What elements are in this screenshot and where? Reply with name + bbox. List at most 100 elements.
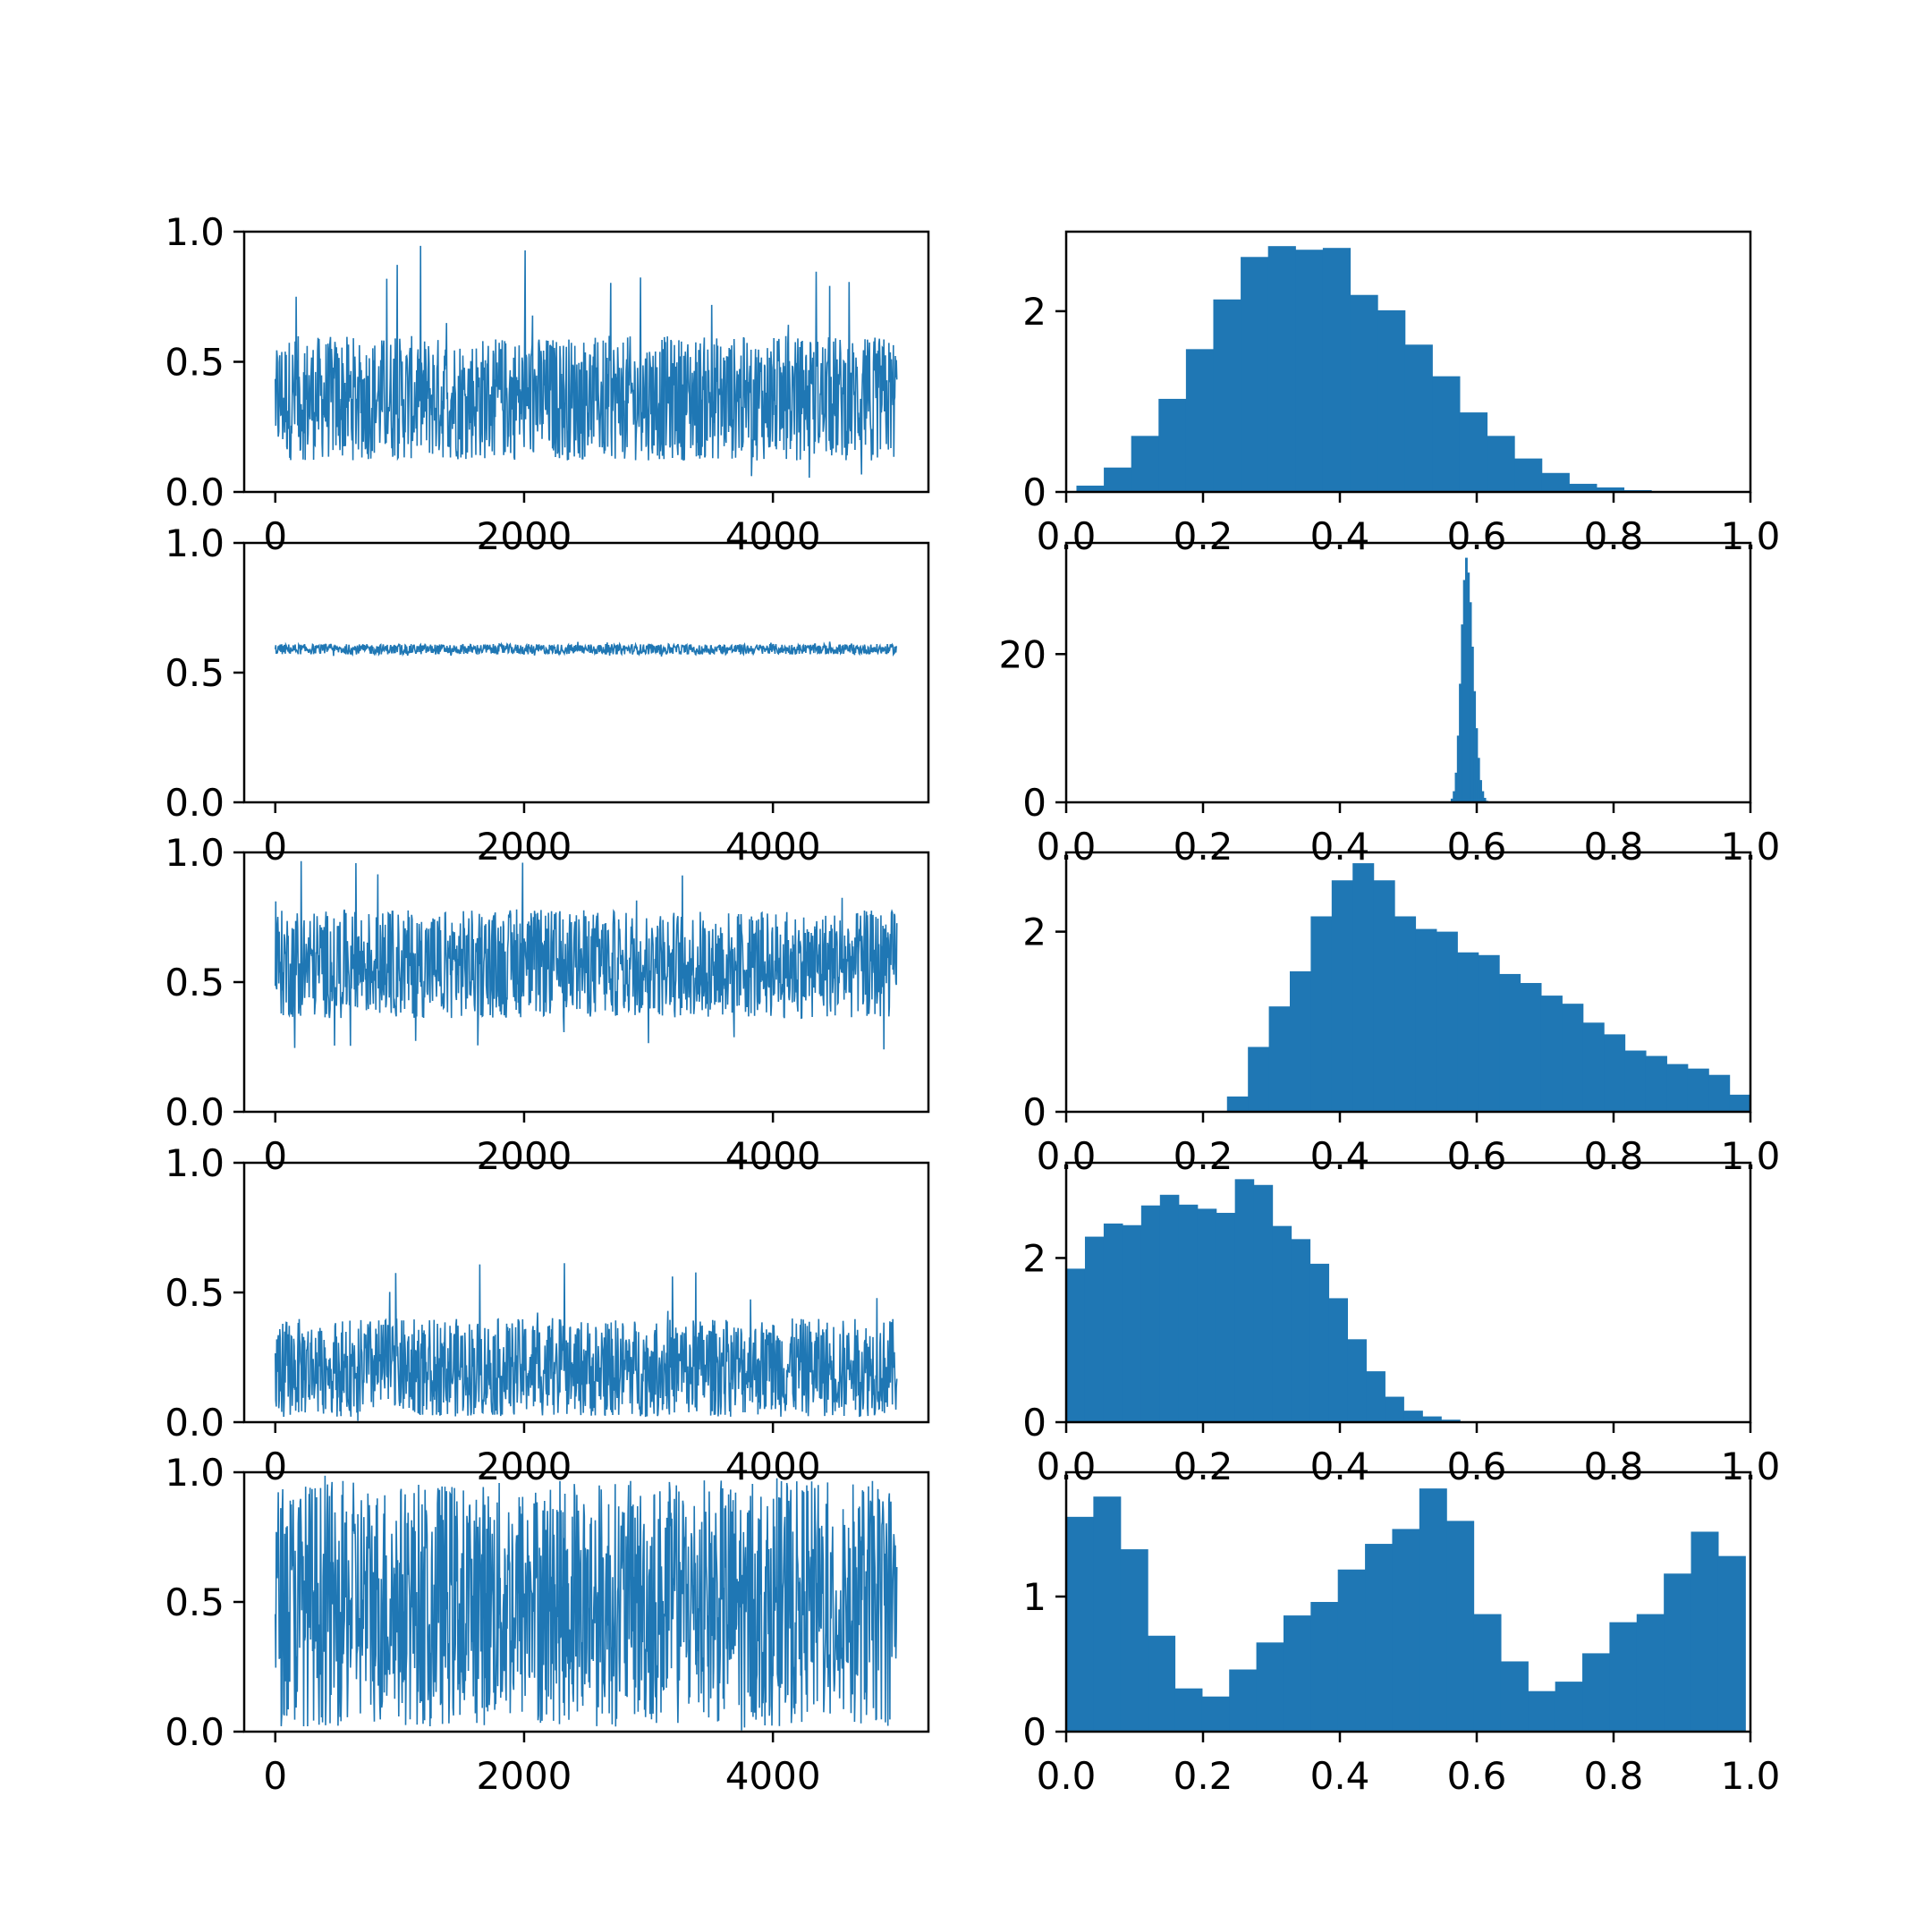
histogram-bar bbox=[1392, 1529, 1420, 1732]
histogram-bar bbox=[1234, 1179, 1255, 1422]
histogram-bar bbox=[1604, 1034, 1626, 1112]
axes-frame bbox=[1064, 541, 1752, 804]
y-tick-label: 1.0 bbox=[165, 1451, 225, 1495]
histogram-bar bbox=[1569, 483, 1597, 492]
histogram-bar bbox=[1377, 309, 1406, 492]
subplot-2-1: 020.0 0.2 0.4 0.6 0.8 1.0 bbox=[1022, 851, 1780, 1178]
trace-line bbox=[275, 1263, 898, 1421]
histogram-bar bbox=[1555, 1682, 1583, 1732]
histogram-bar bbox=[1122, 1224, 1142, 1422]
histogram-bar bbox=[1229, 1669, 1258, 1732]
histogram-bar bbox=[1582, 1653, 1611, 1732]
histogram-bar bbox=[1450, 798, 1453, 802]
axes-frame bbox=[1064, 851, 1752, 1114]
histogram-bar bbox=[1636, 1614, 1665, 1732]
histogram-bar bbox=[1477, 758, 1480, 802]
x-tick-label: 2000 bbox=[477, 825, 572, 869]
y-tick-label: 0.0 bbox=[165, 470, 225, 514]
y-tick-label: 0 bbox=[1022, 781, 1046, 825]
histogram-bar bbox=[1272, 1225, 1292, 1422]
x-tick-label: 0.8 bbox=[1584, 1445, 1644, 1488]
histogram-bar bbox=[1076, 485, 1105, 492]
y-tick-label: 0.5 bbox=[165, 341, 225, 385]
histogram-bar bbox=[1373, 880, 1395, 1112]
x-tick-label: 0 bbox=[263, 1134, 287, 1178]
y-tick-label: 1.0 bbox=[165, 521, 225, 565]
histogram-bar bbox=[1690, 1531, 1719, 1732]
subplot-3-1: 020.0 0.2 0.4 0.6 0.8 1.0 bbox=[1022, 1161, 1780, 1488]
x-tick-label: 2000 bbox=[477, 514, 572, 558]
histogram-bar bbox=[1454, 772, 1458, 802]
trace-line bbox=[275, 641, 898, 657]
histogram-bar bbox=[1385, 1396, 1404, 1422]
histogram-bar bbox=[1366, 1371, 1385, 1422]
histogram-bar bbox=[1415, 928, 1437, 1112]
histogram-bar bbox=[1328, 1298, 1349, 1422]
histogram-bar bbox=[1104, 467, 1132, 492]
x-tick-label: 2000 bbox=[477, 1445, 572, 1488]
histogram-bar bbox=[1084, 1236, 1105, 1422]
x-tick-label: 0 bbox=[263, 1445, 287, 1488]
x-tick-label: 0.6 bbox=[1447, 514, 1507, 558]
histogram-bar bbox=[1103, 1223, 1123, 1422]
x-tick-label: 0.4 bbox=[1310, 1754, 1370, 1798]
histogram-bar bbox=[1459, 412, 1488, 492]
histogram-bar bbox=[1481, 791, 1485, 802]
histogram-bar bbox=[1422, 1416, 1442, 1422]
histogram-bar bbox=[1295, 250, 1324, 492]
subplot-0-0: 0.0 0.5 1.0 0 2000 4000 bbox=[165, 210, 930, 558]
histogram-bar bbox=[1331, 880, 1353, 1112]
x-tick-label: 2000 bbox=[477, 1754, 572, 1798]
x-tick-label: 0 bbox=[263, 514, 287, 558]
x-tick-label: 0 bbox=[263, 825, 287, 869]
x-tick-label: 0.8 bbox=[1584, 1754, 1644, 1798]
x-tick-label: 0.8 bbox=[1584, 514, 1644, 558]
histogram-bar bbox=[1267, 246, 1296, 492]
histogram-bar bbox=[1158, 398, 1187, 492]
x-tick-label: 4000 bbox=[725, 1445, 821, 1488]
y-tick-label: 0 bbox=[1022, 1710, 1046, 1754]
y-tick-label: 0.5 bbox=[165, 1580, 225, 1624]
y-tick-label: 1 bbox=[1022, 1575, 1046, 1619]
trace-line bbox=[275, 1475, 898, 1731]
histogram-bar bbox=[1404, 344, 1433, 492]
y-tick-label: 20 bbox=[999, 632, 1046, 676]
y-tick-label: 0.0 bbox=[165, 1710, 225, 1754]
histogram-bar bbox=[1456, 735, 1460, 802]
histogram-bar bbox=[1365, 1544, 1394, 1732]
histogram-bar bbox=[1291, 1239, 1311, 1422]
histogram-bar bbox=[1197, 1208, 1217, 1422]
histogram-bar bbox=[1717, 1555, 1746, 1732]
histogram-bar bbox=[1419, 1488, 1447, 1733]
x-tick-label: 0.4 bbox=[1310, 514, 1370, 558]
histogram-bar bbox=[1310, 916, 1333, 1112]
trace-line bbox=[275, 245, 898, 479]
histogram-bar bbox=[1499, 973, 1521, 1112]
histogram-bar bbox=[1347, 1339, 1367, 1422]
y-tick-label: 0.0 bbox=[165, 1090, 225, 1134]
histogram-bar bbox=[1478, 954, 1500, 1112]
x-tick-label: 0.4 bbox=[1310, 825, 1370, 869]
histogram-bar bbox=[1446, 1521, 1475, 1733]
histogram-bar bbox=[1256, 1642, 1284, 1732]
histogram-bar bbox=[1403, 1411, 1423, 1422]
y-tick-label: 2 bbox=[1022, 911, 1046, 954]
y-tick-label: 0 bbox=[1022, 1090, 1046, 1134]
x-tick-label: 4000 bbox=[725, 514, 821, 558]
x-tick-label: 4000 bbox=[725, 825, 821, 869]
histogram-bar bbox=[1226, 1096, 1249, 1112]
x-tick-label: 2000 bbox=[477, 1134, 572, 1178]
histogram-bar bbox=[1290, 970, 1312, 1112]
axes-frame bbox=[1064, 230, 1752, 494]
histogram-bar bbox=[1528, 1690, 1556, 1732]
x-tick-label: 4000 bbox=[725, 1754, 821, 1798]
histogram-bar bbox=[1268, 1006, 1291, 1112]
histogram-bar bbox=[1514, 458, 1543, 492]
histogram-bar bbox=[1666, 1063, 1689, 1112]
histogram-bar bbox=[1337, 1569, 1366, 1732]
x-tick-label: 0.8 bbox=[1584, 825, 1644, 869]
histogram-bar bbox=[1120, 1549, 1148, 1732]
histogram-bar bbox=[1283, 1615, 1311, 1732]
histogram-bar bbox=[1664, 1573, 1692, 1732]
